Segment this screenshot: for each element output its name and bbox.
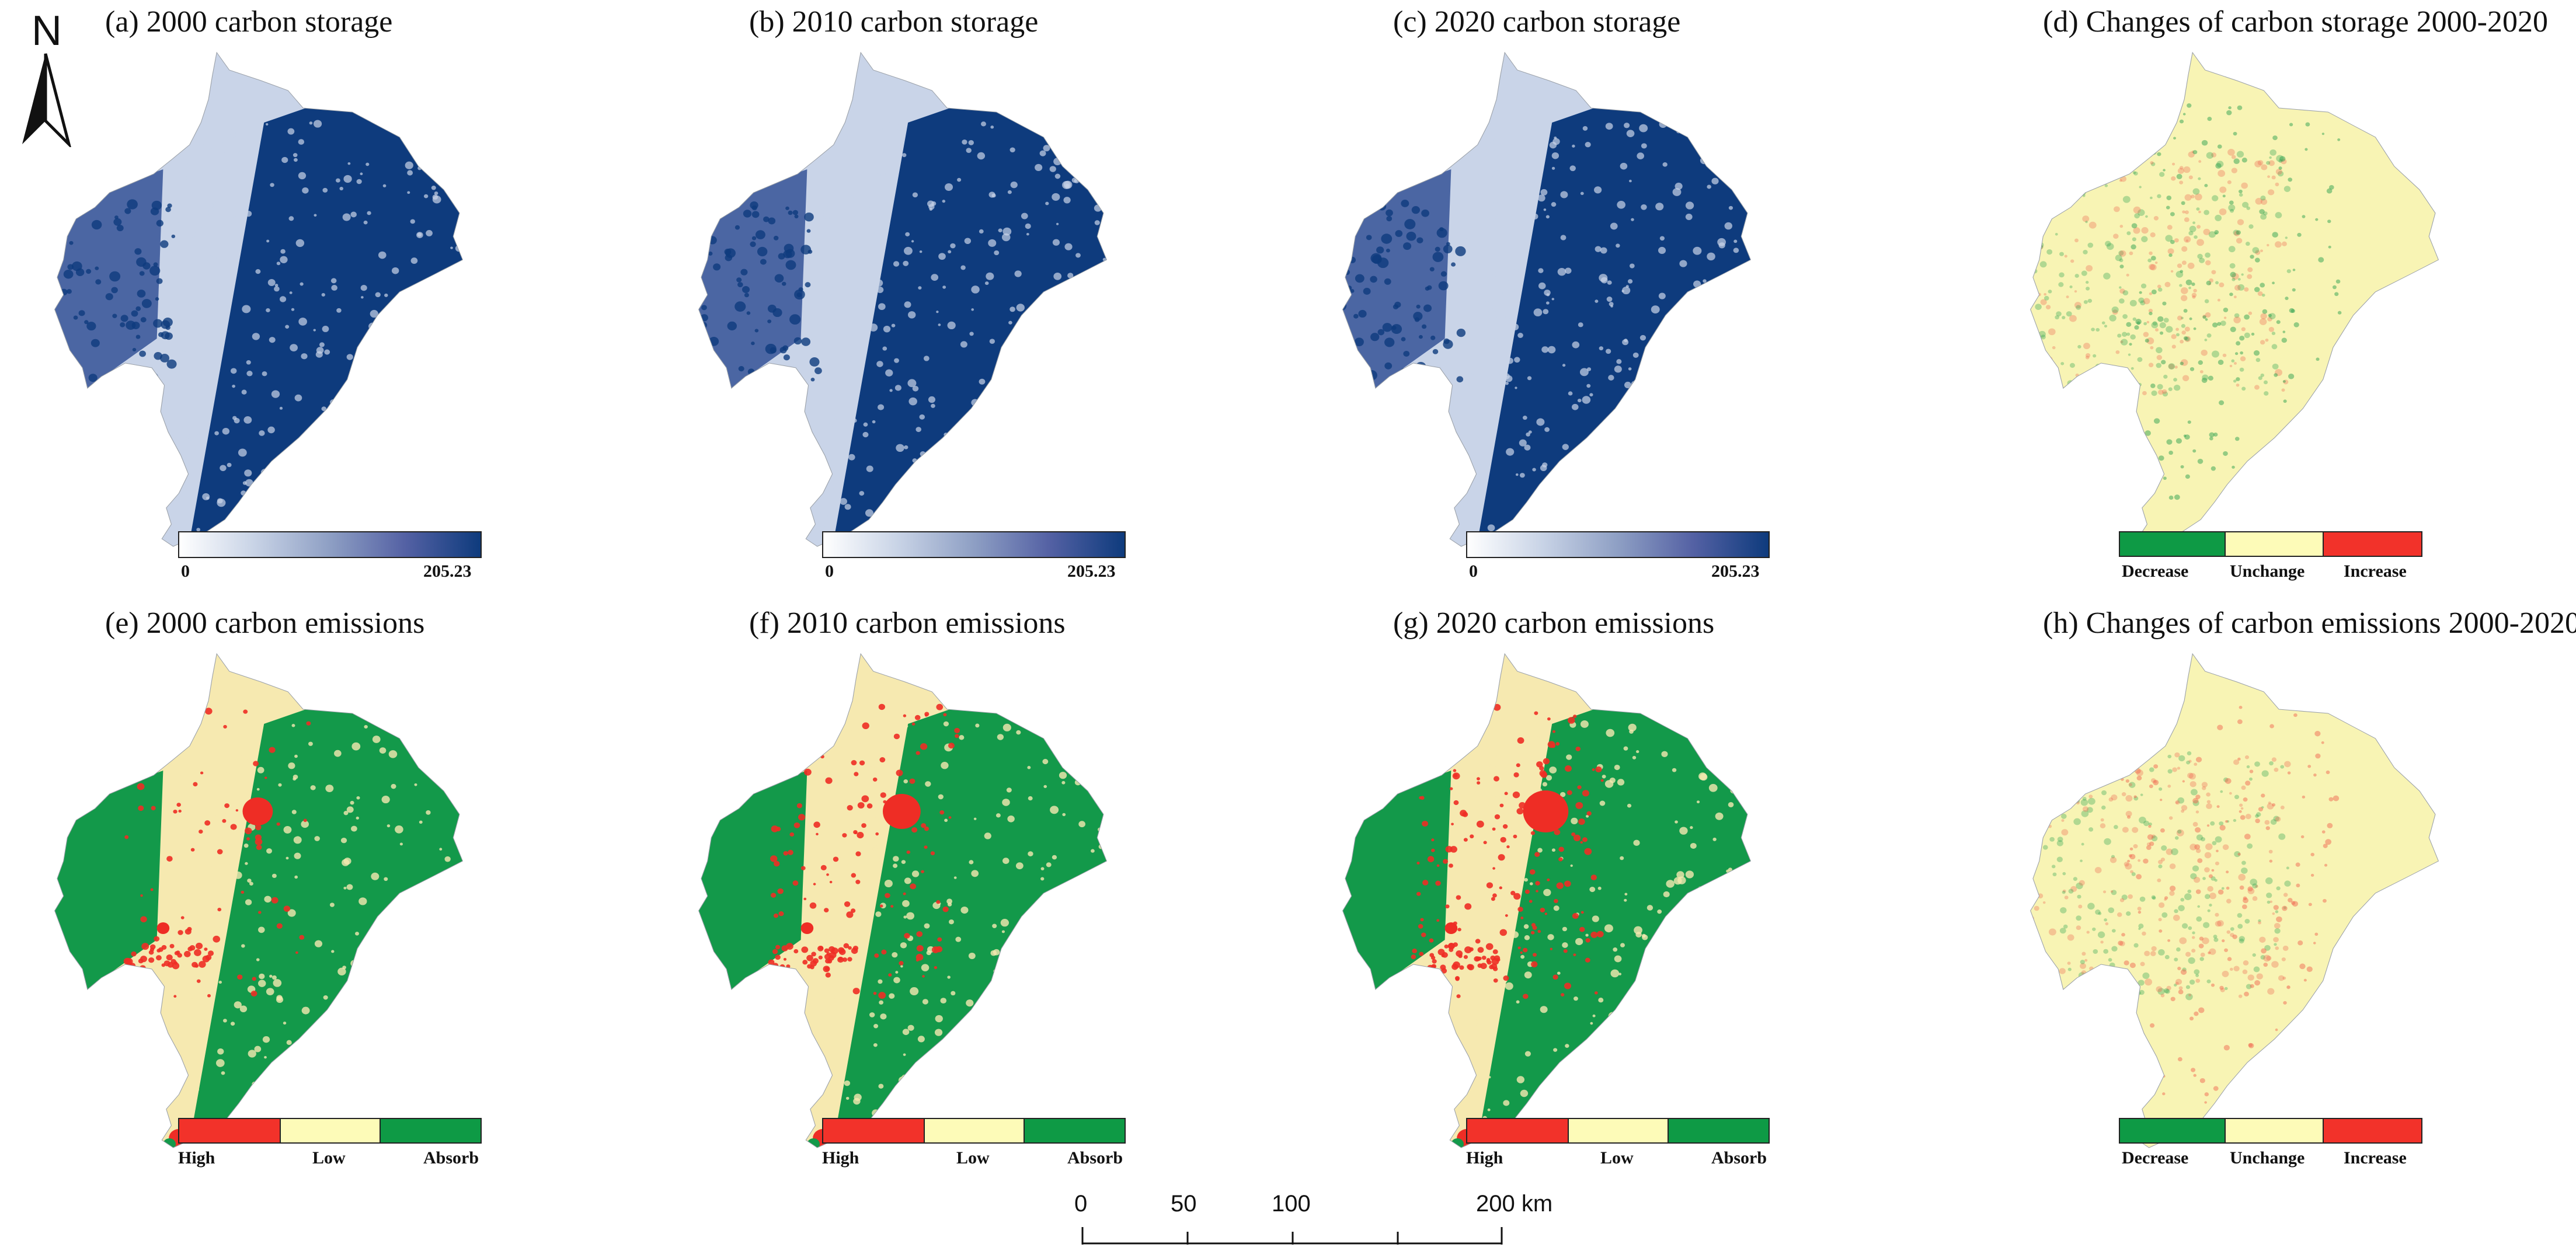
province-map xyxy=(1342,653,1751,1148)
panel-2020-carbon-storage: (c) 2020 carbon storage 0 205.23 xyxy=(1288,0,1932,584)
panel-carbon-emissions-change: (h) Changes of carbon emissions 2000-202… xyxy=(1932,601,2576,1185)
legend-bar xyxy=(1466,531,1770,558)
legend-label-unchange: Unchange xyxy=(2230,1148,2305,1168)
panel-title: (b) 2010 carbon storage xyxy=(749,5,1039,39)
legend-swatch-increase xyxy=(2323,532,2422,556)
scale-tick-0: 0 xyxy=(1074,1191,1088,1217)
panel-carbon-storage-change: (d) Changes of carbon storage 2000-2020 D… xyxy=(1932,0,2576,584)
legend-bar xyxy=(178,1118,482,1144)
legend-max-label: 205.23 xyxy=(1711,562,1760,581)
north-arrow-letter: N xyxy=(32,8,62,54)
legend-label-absorb: Absorb xyxy=(1067,1148,1123,1168)
scale-bar-line xyxy=(1081,1227,1503,1245)
legend-swatch-unchange xyxy=(2224,532,2323,556)
scale-tick-100: 100 xyxy=(1272,1191,1311,1217)
legend-swatch-absorb xyxy=(380,1119,481,1142)
legend-label-low: Low xyxy=(956,1148,990,1168)
north-arrow-icon xyxy=(22,53,71,147)
legend-swatch-decrease xyxy=(2120,532,2225,556)
legend-swatch-low xyxy=(923,1119,1024,1142)
province-map xyxy=(2030,52,2439,547)
legend-label-absorb: Absorb xyxy=(423,1148,479,1168)
legend-bar xyxy=(178,531,482,558)
legend-label-decrease: Decrease xyxy=(2122,1148,2189,1168)
province-map xyxy=(2030,653,2439,1148)
legend-swatch-unchange xyxy=(2224,1119,2323,1142)
legend-label-increase: Increase xyxy=(2344,1148,2407,1168)
province-map xyxy=(54,653,463,1148)
legend-min-label: 0 xyxy=(825,562,834,581)
panel-title: (e) 2000 carbon emissions xyxy=(105,607,425,640)
panel-2010-carbon-storage: (b) 2010 carbon storage 0 205.23 xyxy=(644,0,1288,584)
legend-label-absorb: Absorb xyxy=(1711,1148,1767,1168)
province-map xyxy=(1342,52,1751,547)
panel-title: (d) Changes of carbon storage 2000-2020 xyxy=(2043,5,2548,39)
legend-min-label: 0 xyxy=(1469,562,1478,581)
panel-2010-carbon-emissions: (f) 2010 carbon emissions High Low Absorb xyxy=(644,601,1288,1185)
panel-title: (f) 2010 carbon emissions xyxy=(749,607,1066,640)
province-map xyxy=(698,653,1107,1148)
scale-tick-200: 200 km xyxy=(1476,1191,1553,1217)
legend-max-label: 205.23 xyxy=(1067,562,1116,581)
panel-title: (h) Changes of carbon emissions 2000-202… xyxy=(2043,607,2576,640)
panel-2020-carbon-emissions: (g) 2020 carbon emissions High Low Absorb xyxy=(1288,601,1932,1185)
legend-label-high: High xyxy=(178,1148,215,1168)
legend-swatch-absorb xyxy=(1668,1119,1769,1142)
scale-bar: 0 50 100 200 km xyxy=(1074,1191,1565,1255)
panel-2000-carbon-emissions: (e) 2000 carbon emissions High Low Absorb xyxy=(0,601,644,1185)
legend-min-label: 0 xyxy=(181,562,190,581)
province-map xyxy=(698,52,1107,547)
panel-title: (a) 2000 carbon storage xyxy=(105,5,393,39)
panel-title: (c) 2020 carbon storage xyxy=(1393,5,1681,39)
legend-swatch-low xyxy=(279,1119,380,1142)
legend-bar xyxy=(822,1118,1126,1144)
legend-bar xyxy=(822,531,1126,558)
legend-bar xyxy=(1466,1118,1770,1144)
legend-max-label: 205.23 xyxy=(423,562,472,581)
panel-title: (g) 2020 carbon emissions xyxy=(1393,607,1715,640)
legend-swatch-high xyxy=(823,1119,924,1142)
legend-label-decrease: Decrease xyxy=(2122,562,2189,581)
legend-swatch-absorb xyxy=(1024,1119,1125,1142)
province-map xyxy=(54,52,463,547)
legend-label-low: Low xyxy=(1600,1148,1634,1168)
legend-bar xyxy=(2119,1118,2422,1144)
panel-2000-carbon-storage: (a) 2000 carbon storage 0 205.23 xyxy=(0,0,644,584)
legend-swatch-high xyxy=(179,1119,280,1142)
legend-swatch-decrease xyxy=(2120,1119,2225,1142)
legend-swatch-low xyxy=(1567,1119,1668,1142)
legend-swatch-high xyxy=(1467,1119,1568,1142)
north-arrow: N xyxy=(11,7,75,147)
legend-swatch-increase xyxy=(2323,1119,2422,1142)
legend-label-increase: Increase xyxy=(2344,562,2407,581)
scale-tick-50: 50 xyxy=(1171,1191,1197,1217)
legend-label-unchange: Unchange xyxy=(2230,562,2305,581)
legend-label-high: High xyxy=(822,1148,859,1168)
legend-label-low: Low xyxy=(312,1148,346,1168)
legend-bar xyxy=(2119,531,2422,557)
legend-label-high: High xyxy=(1466,1148,1503,1168)
